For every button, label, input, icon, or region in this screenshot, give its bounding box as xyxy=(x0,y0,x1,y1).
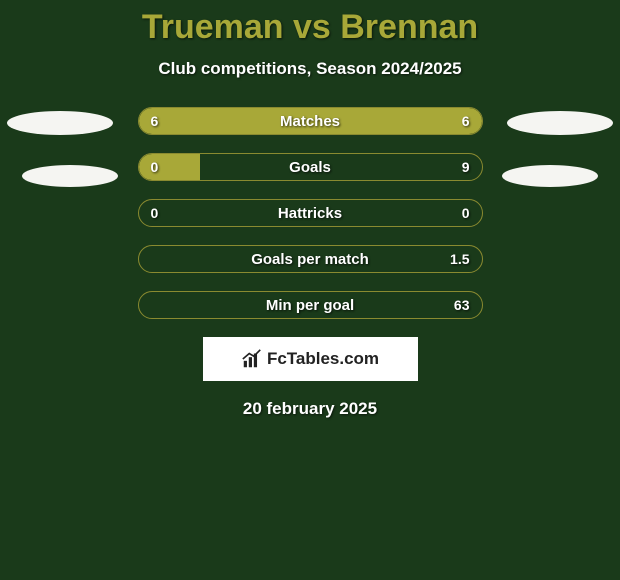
stat-row-matches: 6 Matches 6 xyxy=(138,107,483,135)
stat-right-value: 0 xyxy=(462,200,470,226)
player-right-ellipse-top xyxy=(507,111,613,135)
stat-right-value: 1.5 xyxy=(450,246,469,272)
subtitle: Club competitions, Season 2024/2025 xyxy=(0,59,620,79)
stat-label: Hattricks xyxy=(139,200,482,226)
stat-row-goals: 0 Goals 9 xyxy=(138,153,483,181)
page-title: Trueman vs Brennan xyxy=(0,8,620,47)
stats-area: 6 Matches 6 0 Goals 9 0 Hattricks 0 Goal… xyxy=(0,107,620,419)
player-left-ellipse-top xyxy=(7,111,113,135)
stat-right-value: 6 xyxy=(462,108,470,134)
stat-label: Min per goal xyxy=(139,292,482,318)
bar-chart-icon xyxy=(241,348,263,370)
stat-row-goals-per-match: Goals per match 1.5 xyxy=(138,245,483,273)
logo-box: FcTables.com xyxy=(203,337,418,381)
player-right-ellipse-bottom xyxy=(502,165,598,187)
stat-right-value: 63 xyxy=(454,292,470,318)
stat-label: Matches xyxy=(139,108,482,134)
stat-right-value: 9 xyxy=(462,154,470,180)
stat-label: Goals per match xyxy=(139,246,482,272)
stat-row-hattricks: 0 Hattricks 0 xyxy=(138,199,483,227)
stat-bars: 6 Matches 6 0 Goals 9 0 Hattricks 0 Goal… xyxy=(138,107,483,319)
logo-text: FcTables.com xyxy=(267,349,379,369)
stat-label: Goals xyxy=(139,154,482,180)
stat-row-min-per-goal: Min per goal 63 xyxy=(138,291,483,319)
date-label: 20 february 2025 xyxy=(0,399,620,419)
player-left-ellipse-bottom xyxy=(22,165,118,187)
